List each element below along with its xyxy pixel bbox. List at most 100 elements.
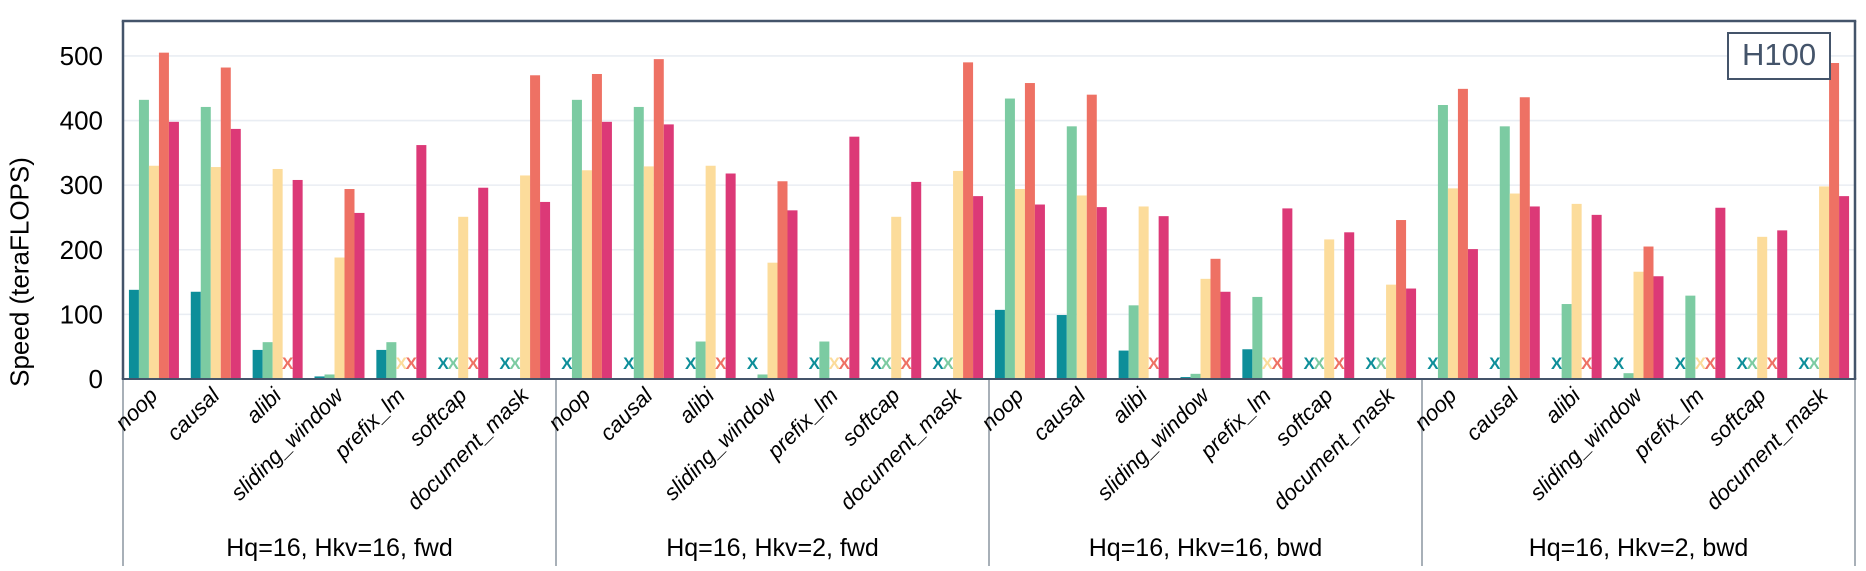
bar (1715, 207, 1726, 379)
bar (530, 75, 541, 379)
missing-x-marker: X (1767, 354, 1779, 373)
missing-x-marker: X (499, 354, 511, 373)
y-tick-label: 0 (89, 364, 103, 394)
missing-x-marker: X (561, 354, 573, 373)
bar (911, 181, 922, 379)
missing-x-marker: X (1551, 354, 1563, 373)
bar (128, 289, 139, 379)
missing-x-marker: X (881, 354, 893, 373)
bar (1034, 204, 1045, 379)
bar (1158, 216, 1169, 379)
bar (252, 349, 263, 379)
missing-x-marker: X (1304, 354, 1316, 373)
missing-x-marker: X (1489, 354, 1501, 373)
bar (1324, 239, 1335, 379)
bar (200, 106, 211, 379)
missing-x-marker: X (942, 354, 954, 373)
bar (663, 124, 674, 380)
missing-x-marker: X (438, 354, 450, 373)
missing-x-marker: X (1747, 354, 1759, 373)
y-tick-label: 100 (60, 299, 103, 329)
bar (1499, 126, 1510, 380)
gpu-badge: H100 (1727, 32, 1832, 80)
missing-x-marker: X (715, 354, 727, 373)
missing-x-marker: X (1737, 354, 1749, 373)
bar (376, 349, 387, 379)
bar (819, 341, 830, 379)
bar (1138, 206, 1149, 379)
bar (1200, 278, 1211, 379)
bar (601, 121, 612, 380)
bar (849, 136, 860, 379)
category-tick-label: causal (595, 382, 658, 445)
bar (633, 106, 644, 379)
y-tick-label: 200 (60, 235, 103, 265)
y-tick-label: 300 (60, 170, 103, 200)
missing-x-marker: X (1581, 354, 1593, 373)
bar (767, 262, 778, 379)
bar (1242, 349, 1253, 379)
bar (1633, 271, 1644, 379)
bar (1086, 94, 1097, 379)
bar (1839, 196, 1850, 379)
bar (458, 216, 469, 379)
bar (386, 342, 397, 379)
category-tick-label: causal (1461, 382, 1524, 445)
bar (1096, 207, 1107, 379)
missing-x-marker: X (1262, 354, 1274, 373)
bar (1819, 186, 1830, 379)
missing-x-marker: X (468, 354, 480, 373)
missing-x-marker: X (1375, 354, 1387, 373)
bar (168, 121, 179, 380)
bar (571, 99, 582, 379)
bar (1066, 126, 1077, 380)
bar (520, 175, 531, 379)
bar (1118, 350, 1129, 379)
bar (963, 62, 974, 380)
bar (230, 128, 241, 379)
missing-x-marker: X (1705, 354, 1717, 373)
missing-x-marker: X (1427, 354, 1439, 373)
category-tick-label: alibi (241, 382, 287, 428)
missing-x-marker: X (685, 354, 697, 373)
bar (1591, 214, 1602, 379)
bar (705, 165, 716, 379)
bar (292, 179, 303, 379)
bar (1344, 232, 1355, 379)
bar (1777, 230, 1788, 379)
missing-x-marker: X (1695, 354, 1707, 373)
missing-x-marker: X (747, 354, 759, 373)
missing-x-marker: X (1675, 354, 1687, 373)
bar (334, 257, 345, 379)
bar (1004, 98, 1015, 379)
bar (1190, 373, 1201, 379)
bar (1437, 105, 1448, 380)
bar (1519, 97, 1530, 379)
missing-x-marker: X (1365, 354, 1377, 373)
bar (1829, 63, 1840, 380)
bar (1561, 304, 1572, 379)
bar (581, 170, 592, 379)
bar (344, 189, 355, 379)
bar (210, 167, 221, 379)
bar (1210, 258, 1221, 379)
bar (1509, 193, 1520, 379)
missing-x-marker: X (1148, 354, 1160, 373)
bar (787, 210, 798, 379)
bar (725, 173, 736, 379)
bar (220, 67, 231, 380)
missing-x-marker: X (448, 354, 460, 373)
bar (1024, 83, 1035, 379)
category-tick-label: alibi (1107, 382, 1153, 428)
bar (643, 166, 654, 379)
bar (1653, 276, 1664, 379)
missing-x-marker: X (1613, 354, 1625, 373)
missing-x-marker: X (396, 354, 408, 373)
bar (591, 73, 602, 379)
missing-x-marker: X (282, 354, 294, 373)
category-tick-label: alibi (1540, 382, 1586, 428)
bar (1076, 195, 1087, 379)
missing-x-marker: X (1798, 354, 1810, 373)
